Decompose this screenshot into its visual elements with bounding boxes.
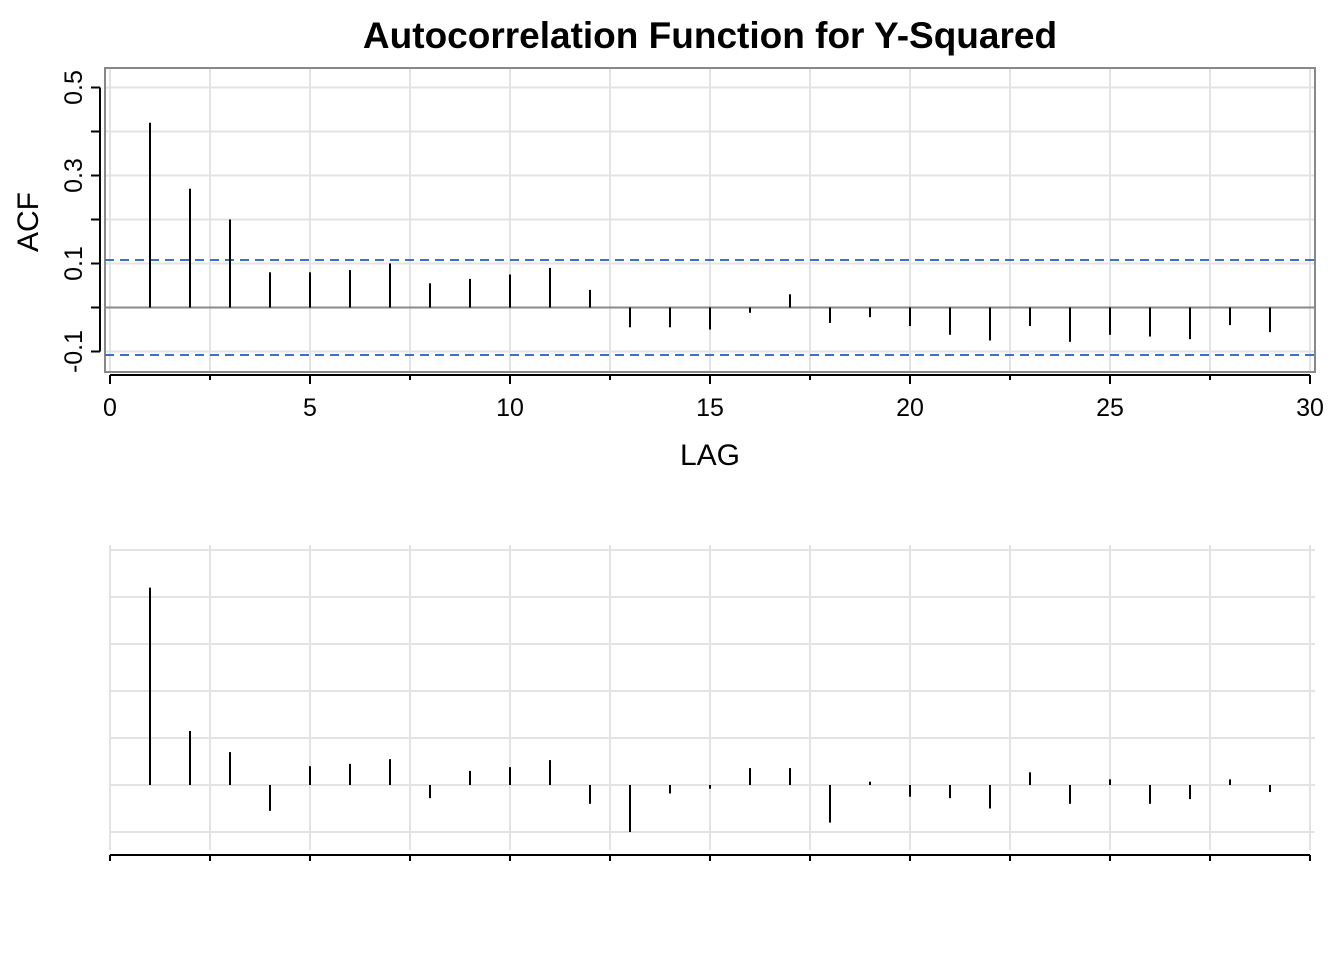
y-tick-label: 0.3: [60, 158, 88, 193]
chart-title: Autocorrelation Function for Y-Squared: [363, 15, 1057, 56]
x-tick-label: 25: [1096, 394, 1124, 422]
acf-panel-bottom: [109, 545, 1315, 861]
y-tick-label: -0.1: [60, 330, 88, 373]
x-tick-label: 30: [1296, 394, 1324, 422]
x-axis-label: LAG: [680, 439, 740, 472]
y-tick-label: 0.5: [60, 70, 88, 105]
x-tick-label: 20: [896, 394, 924, 422]
plot-frame: [104, 67, 1316, 373]
x-tick-label: 15: [696, 394, 724, 422]
x-tick-label: 5: [303, 394, 317, 422]
y-tick-label: 0.1: [60, 246, 88, 281]
y-axis-label: ACF: [12, 192, 45, 252]
acf-panel-top: 0 5 10 15 20 25 30 -0.1 0.1 0.3 0.5: [60, 67, 1324, 422]
x-tick-label: 0: [103, 394, 117, 422]
x-tick-label: 10: [496, 394, 524, 422]
